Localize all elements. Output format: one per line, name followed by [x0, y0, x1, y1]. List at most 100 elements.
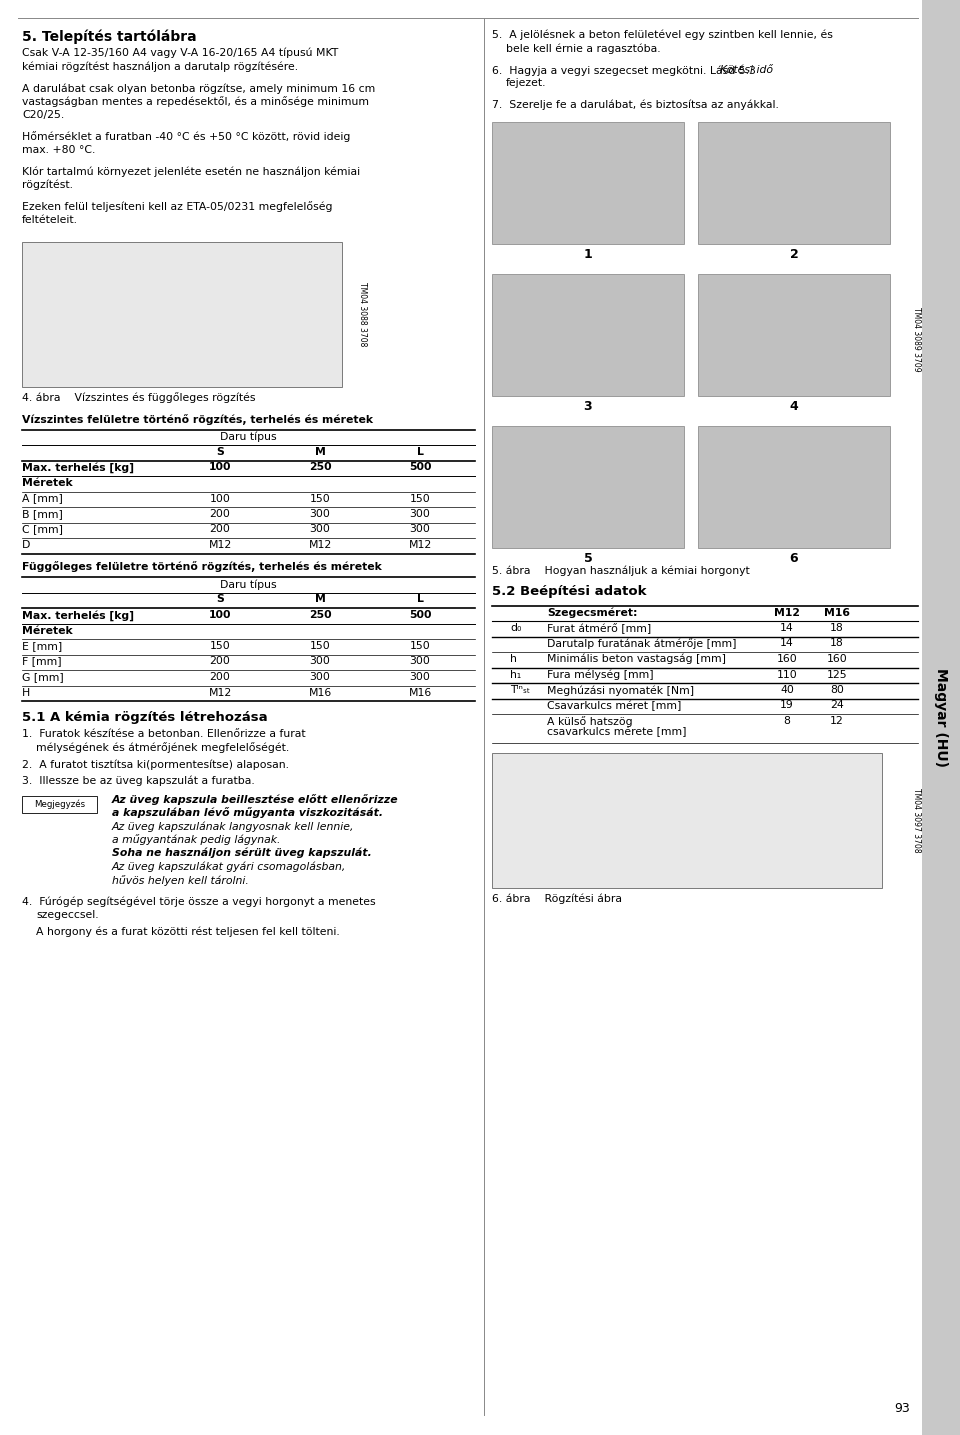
Text: Soha ne használjon sérült üveg kapszulát.: Soha ne használjon sérült üveg kapszulát…: [112, 848, 372, 858]
Text: 3.  Illessze be az üveg kapszulát a furatba.: 3. Illessze be az üveg kapszulát a furat…: [22, 775, 254, 786]
Text: Daru típus: Daru típus: [220, 432, 276, 442]
Text: Ezeken felül teljesíteni kell az ETA-05/0231 megfelelőség: Ezeken felül teljesíteni kell az ETA-05/…: [22, 201, 332, 212]
Text: 19: 19: [780, 700, 794, 710]
Text: 93: 93: [895, 1402, 910, 1415]
Text: 200: 200: [209, 672, 230, 682]
Text: M12: M12: [408, 540, 432, 550]
Text: 125: 125: [827, 670, 848, 680]
Text: 6.  Hagyja a vegyi szegecset megkötni. Lásd 5.3: 6. Hagyja a vegyi szegecset megkötni. Lá…: [492, 65, 759, 76]
Text: 300: 300: [410, 672, 430, 682]
Text: M: M: [315, 446, 325, 456]
Bar: [492, 753, 882, 888]
Text: 4: 4: [790, 399, 799, 412]
Text: 12: 12: [830, 716, 844, 726]
Text: Függőleges felületre történő rögzítés, terhelés és méretek: Függőleges felületre történő rögzítés, t…: [22, 561, 382, 573]
Text: kémiai rögzítést használjon a darutalp rögzítésére.: kémiai rögzítést használjon a darutalp r…: [22, 62, 299, 72]
Text: Daru típus: Daru típus: [220, 578, 276, 590]
Text: csavarkulcs mérete [mm]: csavarkulcs mérete [mm]: [547, 726, 686, 738]
Text: 100: 100: [208, 462, 231, 472]
Text: M12: M12: [208, 687, 231, 697]
Text: 1: 1: [584, 247, 592, 261]
Text: TM04 3089 3709: TM04 3089 3709: [911, 307, 921, 372]
Text: M12: M12: [774, 607, 800, 617]
Text: 160: 160: [827, 654, 848, 664]
Text: h: h: [510, 654, 516, 664]
Text: 18: 18: [830, 623, 844, 633]
Text: 3: 3: [584, 399, 592, 412]
Text: 5. Telepítés tartólábra: 5. Telepítés tartólábra: [22, 30, 197, 44]
Text: 100: 100: [208, 610, 231, 620]
Text: 4. ábra    Vízszintes és függőleges rögzítés: 4. ábra Vízszintes és függőleges rögzíté…: [22, 393, 255, 403]
Text: Hőmérséklet a furatban -40 °C és +50 °C között, rövid ideig: Hőmérséklet a furatban -40 °C és +50 °C …: [22, 132, 350, 142]
Text: fejezet.: fejezet.: [506, 79, 546, 89]
Text: B [mm]: B [mm]: [22, 509, 62, 519]
Text: Az üveg kapszulának langyosnak kell lennie,: Az üveg kapszulának langyosnak kell lenn…: [112, 821, 354, 831]
Text: 6: 6: [790, 551, 799, 564]
Text: Darutalp furatának átmérője [mm]: Darutalp furatának átmérője [mm]: [547, 639, 736, 650]
Text: 150: 150: [410, 641, 430, 651]
Text: A darulábat csak olyan betonba rögzítse, amely minimum 16 cm: A darulábat csak olyan betonba rögzítse,…: [22, 83, 375, 93]
Text: S: S: [216, 446, 224, 456]
Text: 40: 40: [780, 684, 794, 695]
Bar: [492, 122, 684, 244]
Text: d₀: d₀: [510, 623, 521, 633]
Text: D: D: [22, 540, 31, 550]
Text: 5.2 Beépítési adatok: 5.2 Beépítési adatok: [492, 585, 646, 598]
Text: 8: 8: [783, 716, 790, 726]
Bar: [698, 274, 890, 396]
Text: rögzítést.: rögzítést.: [22, 179, 73, 191]
Text: L: L: [417, 446, 423, 456]
Text: 200: 200: [209, 525, 230, 534]
Text: vastagságban mentes a repedésektől, és a minősége minimum: vastagságban mentes a repedésektől, és a…: [22, 96, 369, 108]
Text: Magyar (HU): Magyar (HU): [934, 667, 948, 766]
Text: 4.  Fúrógép segítségével törje össze a vegyi horgonyt a menetes: 4. Fúrógép segítségével törje össze a ve…: [22, 897, 375, 907]
Text: a kapszulában lévő műgyanta viszkozitását.: a kapszulában lévő műgyanta viszkozitásá…: [112, 808, 383, 818]
Text: 7.  Szerelje fe a darulábat, és biztosítsa az anyákkal.: 7. Szerelje fe a darulábat, és biztosíts…: [492, 100, 779, 110]
Text: Méretek: Méretek: [22, 626, 73, 636]
Text: 5. ábra    Hogyan használjuk a kémiai horgonyt: 5. ábra Hogyan használjuk a kémiai horgo…: [492, 565, 750, 575]
Text: Minimális beton vastagság [mm]: Minimális beton vastagság [mm]: [547, 654, 726, 664]
Text: Klór tartalmú környezet jelenléte esetén ne használjon kémiai: Klór tartalmú környezet jelenléte esetén…: [22, 166, 360, 177]
Text: 2.  A furatot tisztítsa ki(pormentesítse) alaposan.: 2. A furatot tisztítsa ki(pormentesítse)…: [22, 759, 289, 769]
Text: A [mm]: A [mm]: [22, 494, 62, 504]
Text: Méretek: Méretek: [22, 478, 73, 488]
Bar: [698, 426, 890, 548]
Bar: [22, 796, 97, 814]
Text: 5.  A jelölésnek a beton felületével egy szintben kell lennie, és: 5. A jelölésnek a beton felületével egy …: [492, 30, 833, 40]
Text: a műgyantának pedig lágynak.: a műgyantának pedig lágynak.: [112, 835, 280, 845]
Text: 5.1 A kémia rögzítés létrehozása: 5.1 A kémia rögzítés létrehozása: [22, 710, 268, 725]
Text: Meghúzási nyomaték [Nm]: Meghúzási nyomaték [Nm]: [547, 684, 694, 696]
Text: 150: 150: [310, 494, 330, 504]
Text: 24: 24: [830, 700, 844, 710]
Text: 14: 14: [780, 623, 794, 633]
Text: S: S: [216, 594, 224, 604]
Text: max. +80 °C.: max. +80 °C.: [22, 145, 95, 155]
Text: A külső hatszög: A külső hatszög: [547, 716, 633, 728]
Text: Megjegyzés: Megjegyzés: [34, 799, 85, 809]
Text: 6. ábra    Rögzítési ábra: 6. ábra Rögzítési ábra: [492, 894, 622, 904]
Text: M16: M16: [824, 607, 850, 617]
Text: M16: M16: [308, 687, 331, 697]
Text: 300: 300: [410, 656, 430, 666]
Text: E [mm]: E [mm]: [22, 641, 62, 651]
Text: 500: 500: [409, 610, 431, 620]
Text: 300: 300: [309, 525, 330, 534]
Bar: [698, 122, 890, 244]
Text: M12: M12: [308, 540, 331, 550]
Text: 150: 150: [410, 494, 430, 504]
Text: M12: M12: [208, 540, 231, 550]
Text: Max. terhelés [kg]: Max. terhelés [kg]: [22, 610, 134, 621]
Text: 300: 300: [410, 525, 430, 534]
Text: H: H: [22, 687, 31, 697]
Text: G [mm]: G [mm]: [22, 672, 63, 682]
Text: Fura mélység [mm]: Fura mélység [mm]: [547, 670, 654, 680]
Text: C20/25.: C20/25.: [22, 110, 64, 121]
Text: M: M: [315, 594, 325, 604]
Text: Az üveg kapszulákat gyári csomagolásban,: Az üveg kapszulákat gyári csomagolásban,: [112, 861, 347, 872]
Text: 80: 80: [830, 684, 844, 695]
Text: 300: 300: [410, 509, 430, 519]
Text: h₁: h₁: [510, 670, 521, 680]
Text: Szegecsméret:: Szegecsméret:: [547, 607, 637, 618]
Text: Furat átmérő [mm]: Furat átmérő [mm]: [547, 623, 651, 634]
Text: Vízszintes felületre történő rögzítés, terhelés és méretek: Vízszintes felületre történő rögzítés, t…: [22, 415, 373, 425]
